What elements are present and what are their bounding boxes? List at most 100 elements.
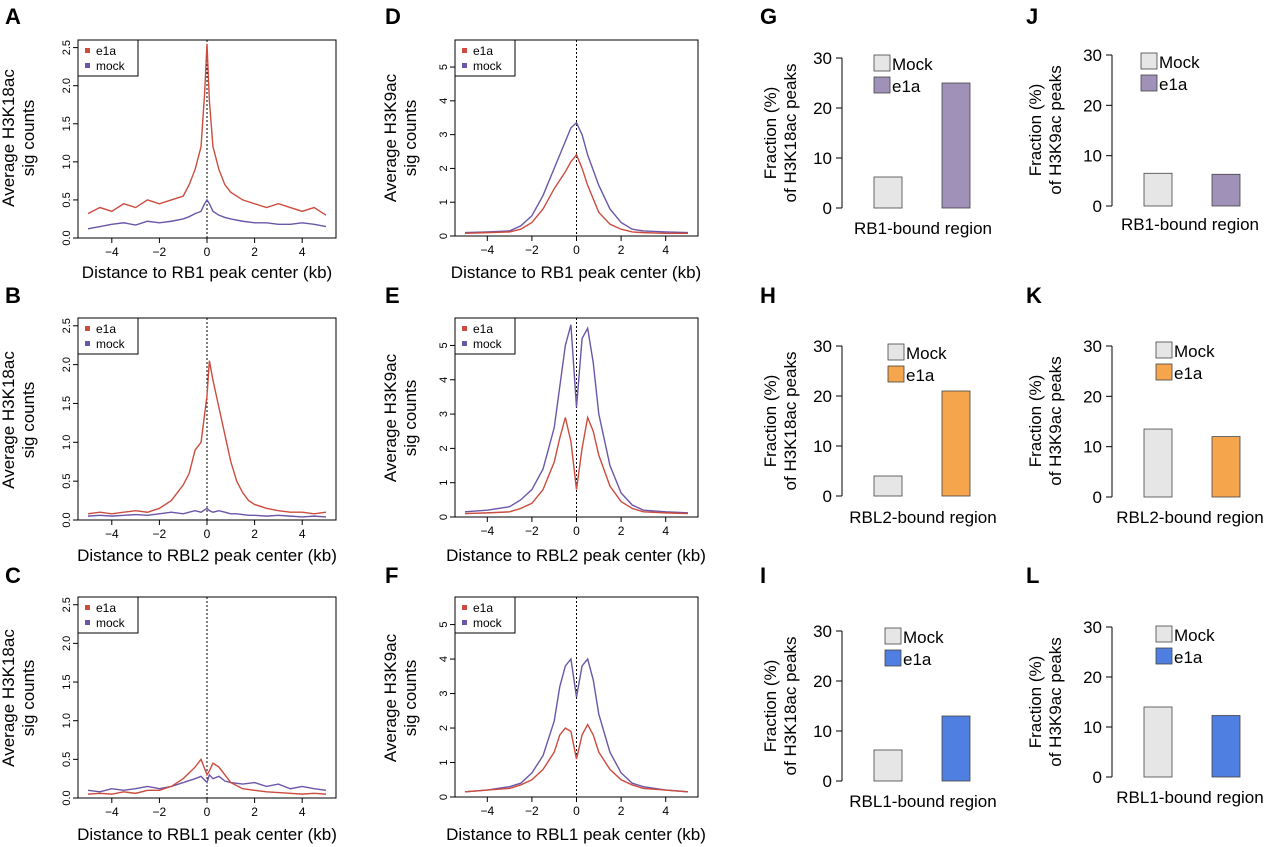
y-axis-label: Fraction (%)of H3K18ac peaks [761, 64, 800, 203]
x-axis-label: Distance to RB1 peak center (kb) [451, 263, 701, 282]
x-axis-label: Distance to RBL1 peak center (kb) [77, 825, 337, 844]
x-axis-label: Distance to RBL2 peak center (kb) [77, 546, 337, 565]
legend-swatch-mock [462, 620, 467, 625]
panel-letter: D [385, 4, 401, 29]
panel-C: C Average H3K18acsig counts 0.0 0.5 1.0 1.5 2.… [0, 563, 337, 844]
x-tick-label: 4 [299, 245, 306, 259]
y-axis-label-line: Fraction (%) [1026, 375, 1045, 468]
y-tick-label: 2.0 [61, 636, 73, 651]
y-tick-label: 0.0 [61, 230, 73, 245]
panel-letter: B [5, 283, 21, 308]
y-axis-label-line: sig counts [19, 382, 38, 459]
x-tick-label: 0 [573, 804, 580, 818]
x-tick-label: 0 [204, 527, 211, 541]
y-tick-label: 30 [813, 622, 832, 641]
series-line-e1a [87, 43, 327, 216]
bar-e1a [941, 82, 971, 209]
legend-swatch-e1a [1155, 647, 1173, 665]
legend-label-mock: Mock [1159, 53, 1200, 72]
y-tick-label: 4 [438, 656, 450, 662]
panel-E: E Average H3K9acsig counts 0 1 2 3 4 5 −4 −2 0 2 4 e1… [381, 283, 706, 565]
panel-letter: E [385, 283, 400, 308]
y-axis-label: Average H3K18acsig counts [0, 351, 38, 489]
x-tick-label: 2 [251, 805, 258, 819]
x-tick-label: −2 [525, 243, 539, 257]
x-tick-label: −2 [525, 804, 539, 818]
legend-box [77, 39, 139, 77]
series-line-mock [87, 773, 327, 793]
panel-letter: K [1026, 283, 1042, 308]
x-axis-label: RBL1-bound region [1116, 788, 1263, 807]
legend-label-e1a: e1a [473, 44, 493, 58]
bar-mock [1143, 428, 1173, 498]
y-tick-label: 20 [813, 387, 832, 406]
y-tick-label: 2.5 [61, 597, 73, 612]
x-axis-label: RBL1-bound region [849, 792, 996, 811]
x-axis-label: RBL2-bound region [849, 508, 996, 527]
y-tick-label: 30 [1083, 46, 1102, 65]
x-tick-label: 4 [662, 524, 669, 538]
panel-K: K Fraction (%)of H3K9ac peaks 0 10 20 30 Mock e… [1026, 283, 1264, 527]
x-axis-label: RB1-bound region [1121, 215, 1259, 234]
legend-label-mock: mock [473, 59, 503, 73]
panel-letter: L [1026, 563, 1039, 588]
y-tick-label: 0.5 [61, 192, 73, 207]
y-tick-label: 30 [1083, 618, 1102, 637]
panel-B: B Average H3K18acsig counts 0.0 0.5 1.0 1.5 2.… [0, 283, 337, 565]
legend-swatch-e1a [462, 48, 467, 53]
y-axis-label-line: Fraction (%) [761, 87, 780, 180]
y-tick-label: 2.5 [61, 318, 73, 333]
series-line-mock [464, 121, 689, 234]
legend-label-e1a: e1a [1159, 75, 1188, 94]
y-tick-label: 5 [438, 64, 450, 70]
legend-swatch-mock [85, 620, 90, 625]
y-tick-label: 10 [813, 437, 832, 456]
x-axis-label: Distance to RB1 peak center (kb) [82, 263, 332, 282]
x-tick-label: 2 [618, 804, 625, 818]
x-tick-label: 4 [662, 804, 669, 818]
legend-box [454, 39, 516, 77]
y-axis-label: Fraction (%)of H3K18ac peaks [761, 637, 800, 776]
legend-swatch-mock [873, 54, 891, 72]
legend-swatch-e1a [887, 365, 905, 383]
y-tick-label: 0 [823, 772, 832, 791]
y-tick-label: 4 [438, 98, 450, 104]
bar-e1a [1211, 715, 1241, 778]
panel-letter: G [760, 4, 777, 29]
y-axis-label-line: of H3K18ac peaks [781, 352, 800, 491]
y-tick-label: 0.5 [61, 752, 73, 767]
y-tick-label: 0 [823, 487, 832, 506]
y-axis-label-line: sig counts [401, 380, 420, 457]
y-tick-label: 0 [438, 514, 450, 520]
y-tick-label: 2 [438, 725, 450, 731]
y-tick-label: 20 [813, 99, 832, 118]
legend-label-mock: Mock [892, 55, 933, 74]
y-tick-label: 2.0 [61, 78, 73, 93]
x-tick-label: −4 [105, 805, 119, 819]
legend-label-e1a: e1a [473, 322, 493, 336]
x-tick-label: 2 [251, 527, 258, 541]
y-axis-label: Fraction (%)of H3K9ac peaks [1026, 356, 1065, 485]
y-tick-label: 20 [1083, 387, 1102, 406]
bar-mock [873, 176, 903, 209]
x-tick-label: −4 [480, 524, 494, 538]
legend-label-e1a: e1a [903, 650, 932, 669]
y-axis-label-line: of H3K18ac peaks [781, 637, 800, 776]
y-tick-label: 10 [1083, 718, 1102, 737]
x-tick-label: −4 [105, 527, 119, 541]
y-tick-label: 4 [438, 377, 450, 383]
legend-swatch-mock [462, 341, 467, 346]
y-tick-label: 30 [1083, 337, 1102, 356]
y-tick-label: 1.0 [61, 713, 73, 728]
legend-swatch-e1a [1155, 363, 1173, 381]
legend-box [454, 596, 516, 634]
legend-swatch-mock [462, 63, 467, 68]
legend-label-e1a: e1a [1174, 648, 1203, 667]
legend-swatch-mock [884, 627, 902, 645]
legend-label-mock: mock [96, 616, 126, 630]
x-axis-label: RB1-bound region [854, 219, 992, 238]
x-tick-label: −2 [153, 527, 167, 541]
y-tick-label: 1.5 [61, 116, 73, 131]
x-tick-label: −4 [105, 245, 119, 259]
y-axis-label-line: Average H3K18ac [0, 69, 18, 207]
